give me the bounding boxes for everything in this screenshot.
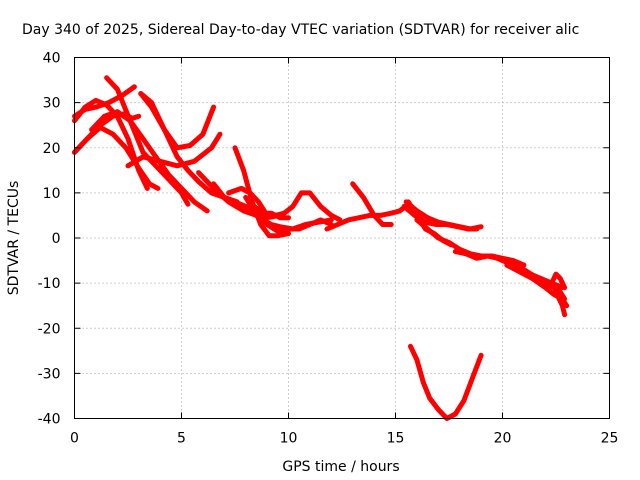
series-track-26	[549, 271, 568, 291]
y-tick-label: 10	[43, 186, 61, 202]
x-tick-label: 0	[70, 431, 79, 447]
x-tick-label: 5	[177, 431, 186, 447]
series-track-17	[350, 181, 394, 227]
x-tick-label: 25	[601, 431, 619, 447]
x-axis-label: GPS time / hours	[282, 459, 399, 475]
series-track-4	[72, 111, 142, 155]
y-tick-label: 30	[43, 96, 61, 112]
series-track-16	[324, 201, 411, 232]
data-series	[72, 75, 570, 421]
x-tick-label: 10	[280, 431, 298, 447]
series-track-11	[232, 145, 291, 239]
y-tick-label: -40	[38, 412, 61, 428]
series-track-6	[89, 109, 210, 214]
y-tick-label: 40	[43, 51, 61, 67]
y-tick-label: -30	[38, 366, 61, 382]
y-axis-label: SDTVAR / TECUs	[6, 181, 22, 296]
series-track-9	[125, 131, 223, 169]
y-tick-label: 0	[52, 231, 61, 247]
series-track-25	[532, 276, 568, 302]
chart-title: Day 340 of 2025, Sidereal Day-to-day VTE…	[22, 22, 579, 38]
y-tick-labels: -40 -30 -20 -10 0 10 20 30 40	[38, 51, 61, 428]
grid-lines	[74, 57, 610, 419]
x-tick-label: 20	[494, 431, 512, 447]
y-tick-label: -10	[38, 276, 61, 292]
y-tick-label: -20	[38, 321, 61, 337]
x-tick-label: 15	[387, 431, 405, 447]
series-track-15	[251, 203, 291, 221]
series-track-3	[72, 84, 137, 119]
series-track-14	[226, 185, 343, 223]
series-track-24	[504, 262, 568, 318]
x-tick-labels: 0 5 10 15 20 25	[70, 431, 618, 447]
series-track-27	[408, 343, 484, 421]
y-tick-label: 20	[43, 141, 61, 157]
series-track-13	[243, 194, 334, 232]
axis-ticks	[74, 57, 610, 419]
